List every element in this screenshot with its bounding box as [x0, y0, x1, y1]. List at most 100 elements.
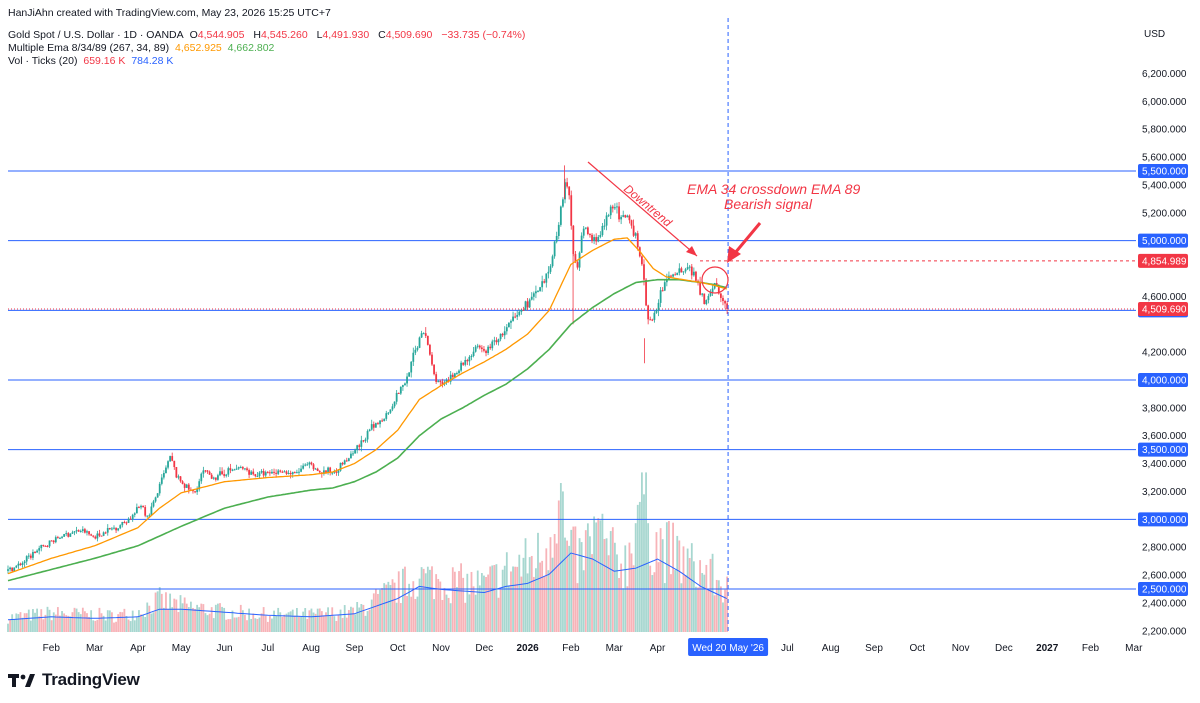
volume-bar [34, 612, 36, 632]
volume-bar [460, 563, 462, 632]
candle-body [79, 530, 82, 532]
volume-bar [576, 583, 579, 632]
candle-body [29, 555, 32, 558]
time-tick-label: Feb [562, 643, 580, 654]
candle-body [135, 507, 138, 514]
volume-bar [185, 603, 188, 632]
ema34-line[interactable] [7, 237, 727, 575]
candle-body [131, 514, 134, 520]
volume-bar [360, 604, 363, 632]
candle-body [613, 207, 616, 209]
volume-bar [208, 613, 211, 632]
candle-body [510, 320, 512, 323]
volume-bar [181, 603, 184, 632]
candle-body [705, 300, 708, 305]
candle-body [368, 429, 371, 432]
candle-body [258, 472, 261, 477]
candle-body [522, 309, 525, 311]
candle-body [524, 301, 527, 311]
volume-bar [333, 616, 336, 632]
ema89-line[interactable] [7, 278, 727, 582]
candle-body [217, 475, 219, 480]
candle-body [532, 293, 535, 297]
candle-body [458, 370, 460, 374]
candle-body [703, 293, 706, 305]
volume-bar [46, 606, 49, 632]
volume-bar [266, 621, 269, 632]
volume-bar [169, 593, 172, 632]
candle-body [630, 220, 633, 226]
volume-bar [449, 603, 452, 632]
candle-body [350, 453, 352, 459]
candle-body [439, 381, 442, 383]
volume-bar [148, 605, 151, 632]
currency-label[interactable]: USD [1144, 29, 1166, 40]
volume-bar [418, 578, 421, 632]
candle-body [117, 528, 120, 531]
volume-bar [645, 472, 647, 632]
volume-bar [603, 539, 606, 632]
volume-bar [701, 573, 704, 632]
candle-body [339, 462, 342, 471]
candle-body [81, 529, 84, 531]
candle-body [264, 472, 267, 476]
candle-body [262, 471, 265, 476]
candle-body [676, 272, 679, 275]
volume-bar [293, 615, 296, 632]
candle-body [54, 537, 57, 543]
level-label: 5,500.000 [1142, 167, 1187, 178]
volume-bar [96, 619, 99, 632]
volume-bar [535, 568, 537, 632]
volume-bar [38, 616, 41, 632]
volume-bar [42, 619, 45, 632]
volume-bar [268, 615, 271, 632]
candle-body [337, 470, 340, 473]
candle-body [385, 413, 388, 419]
candle-body [96, 533, 99, 539]
volume-bar [501, 569, 504, 632]
open-label: O [189, 29, 198, 41]
volume-bar [244, 614, 246, 632]
candle-body [11, 567, 14, 572]
volume-bar [715, 579, 718, 632]
volume-bar [287, 612, 290, 632]
candle-body [279, 470, 282, 472]
candle-body [86, 531, 88, 533]
signal-arrow[interactable] [733, 222, 762, 254]
volume-bar [108, 610, 111, 632]
volume-ma-value: 784.28 K [131, 55, 174, 67]
candle-body [451, 374, 454, 378]
volume-bar [25, 613, 28, 632]
volume-label[interactable]: Vol · Ticks (20) [8, 55, 78, 67]
annotations: Downtrend EMA 34 crossdown EMA 89Bearish … [587, 18, 860, 632]
downtrend-arrow[interactable] [587, 161, 698, 257]
volume-bar [439, 581, 442, 632]
candle-body [589, 234, 591, 236]
candle-body [445, 379, 448, 383]
candle-body [65, 533, 68, 535]
candle-body [564, 182, 566, 200]
volume-bar [372, 593, 375, 632]
volume-bar [474, 594, 477, 632]
candle-body [302, 465, 305, 469]
horizontal-levels: 5,500.0005,000.0004,500.0004,000.0003,50… [8, 164, 1188, 596]
volume-bar [510, 571, 512, 632]
ema-label[interactable]: Multiple Ema 8/34/89 (267, 34, 89) [8, 42, 170, 54]
volume-bar [90, 610, 93, 632]
candle-body [665, 279, 668, 283]
candle-body [140, 505, 142, 508]
volume-bar [678, 540, 681, 632]
candle-body [50, 540, 53, 542]
candle-body [578, 252, 581, 268]
symbol-name[interactable]: Gold Spot / U.S. Dollar · 1D · OANDA [8, 29, 184, 41]
volume-bar [433, 599, 435, 632]
candle-body [397, 392, 400, 394]
crossover-circle[interactable] [701, 266, 729, 294]
candle-body [678, 268, 681, 273]
candle-body [568, 186, 571, 196]
volume-bar [252, 613, 255, 632]
level-label: 4,000.000 [1142, 376, 1187, 387]
volume-bar [553, 534, 556, 632]
volume-bar [726, 576, 729, 632]
